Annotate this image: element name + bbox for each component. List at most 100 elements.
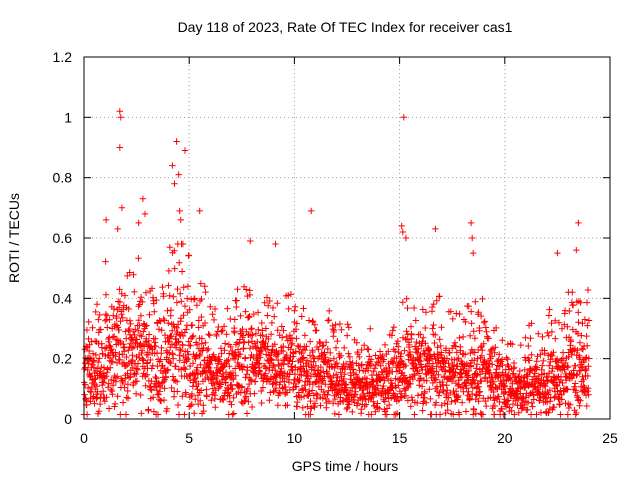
data-point <box>432 399 440 406</box>
data-point <box>447 308 454 315</box>
data-point <box>383 405 391 412</box>
data-point <box>425 345 433 353</box>
data-point <box>453 349 460 356</box>
data-point <box>473 372 480 379</box>
data-point <box>116 304 123 311</box>
data-point <box>550 403 558 411</box>
data-point <box>192 396 199 403</box>
data-point <box>426 386 433 393</box>
data-point <box>263 294 271 301</box>
data-point <box>404 304 411 312</box>
data-point <box>201 356 208 364</box>
data-point <box>367 362 374 370</box>
x-tick-label: 0 <box>80 430 88 446</box>
data-point <box>416 375 424 383</box>
data-point <box>338 326 345 333</box>
data-point <box>376 405 383 412</box>
data-point <box>545 409 552 416</box>
data-point <box>176 357 183 364</box>
data-point <box>343 405 350 413</box>
data-point <box>194 364 201 371</box>
data-point <box>450 411 457 418</box>
data-point <box>575 219 582 227</box>
data-point <box>352 381 359 388</box>
data-point <box>491 349 498 356</box>
data-point <box>584 372 591 380</box>
data-point <box>157 383 164 391</box>
data-point <box>246 345 254 352</box>
data-point <box>550 349 557 356</box>
data-point <box>386 401 393 409</box>
data-point <box>565 404 573 412</box>
data-point <box>114 225 121 233</box>
data-point <box>527 335 534 342</box>
data-point <box>189 333 196 341</box>
data-point <box>180 284 187 291</box>
data-point <box>303 343 310 350</box>
data-point <box>462 318 469 326</box>
data-point <box>478 352 486 359</box>
data-point <box>584 286 592 294</box>
data-point <box>147 356 154 364</box>
data-point <box>114 373 121 380</box>
data-point <box>485 363 492 371</box>
data-point <box>142 382 149 389</box>
data-point <box>454 363 461 370</box>
data-point <box>97 326 104 333</box>
data-point <box>150 300 157 307</box>
data-point <box>139 195 147 202</box>
data-point <box>226 363 233 370</box>
data-point <box>157 397 165 404</box>
data-point <box>572 362 579 370</box>
data-point <box>246 313 253 320</box>
data-point <box>407 380 414 388</box>
data-point <box>183 356 190 363</box>
data-point <box>358 346 365 354</box>
data-point <box>87 388 94 395</box>
data-point <box>296 377 303 384</box>
data-point <box>573 246 580 254</box>
data-point <box>173 324 180 332</box>
data-point <box>471 349 478 356</box>
data-point <box>179 342 186 349</box>
data-point <box>585 363 592 370</box>
data-point <box>402 362 409 369</box>
data-point <box>84 366 91 374</box>
data-point <box>166 292 173 299</box>
data-point <box>262 325 270 332</box>
data-point <box>133 378 141 385</box>
data-point <box>119 314 126 322</box>
data-point <box>287 291 295 298</box>
data-point <box>304 403 311 410</box>
data-point <box>102 291 110 298</box>
data-point <box>301 382 308 389</box>
data-point <box>271 313 278 320</box>
data-point <box>126 317 134 324</box>
data-point <box>509 400 517 408</box>
data-point <box>166 244 174 251</box>
data-point <box>280 327 287 334</box>
data-point <box>322 339 330 346</box>
data-point <box>286 357 293 364</box>
data-point <box>272 240 279 248</box>
data-point <box>143 322 150 329</box>
data-point <box>553 374 561 381</box>
data-point <box>173 138 180 145</box>
data-point <box>337 369 344 376</box>
data-point <box>146 311 153 318</box>
data-point <box>393 355 400 362</box>
data-point <box>88 388 95 396</box>
data-point <box>337 394 344 401</box>
data-point <box>93 301 101 308</box>
data-point <box>122 411 130 418</box>
data-point <box>585 384 592 392</box>
data-point <box>169 373 177 380</box>
data-point <box>541 350 548 357</box>
data-point <box>390 359 397 366</box>
data-point <box>265 302 272 309</box>
data-point <box>309 348 316 356</box>
data-point <box>546 398 554 405</box>
data-point <box>467 219 475 227</box>
data-point <box>450 374 457 381</box>
data-point <box>257 354 264 361</box>
